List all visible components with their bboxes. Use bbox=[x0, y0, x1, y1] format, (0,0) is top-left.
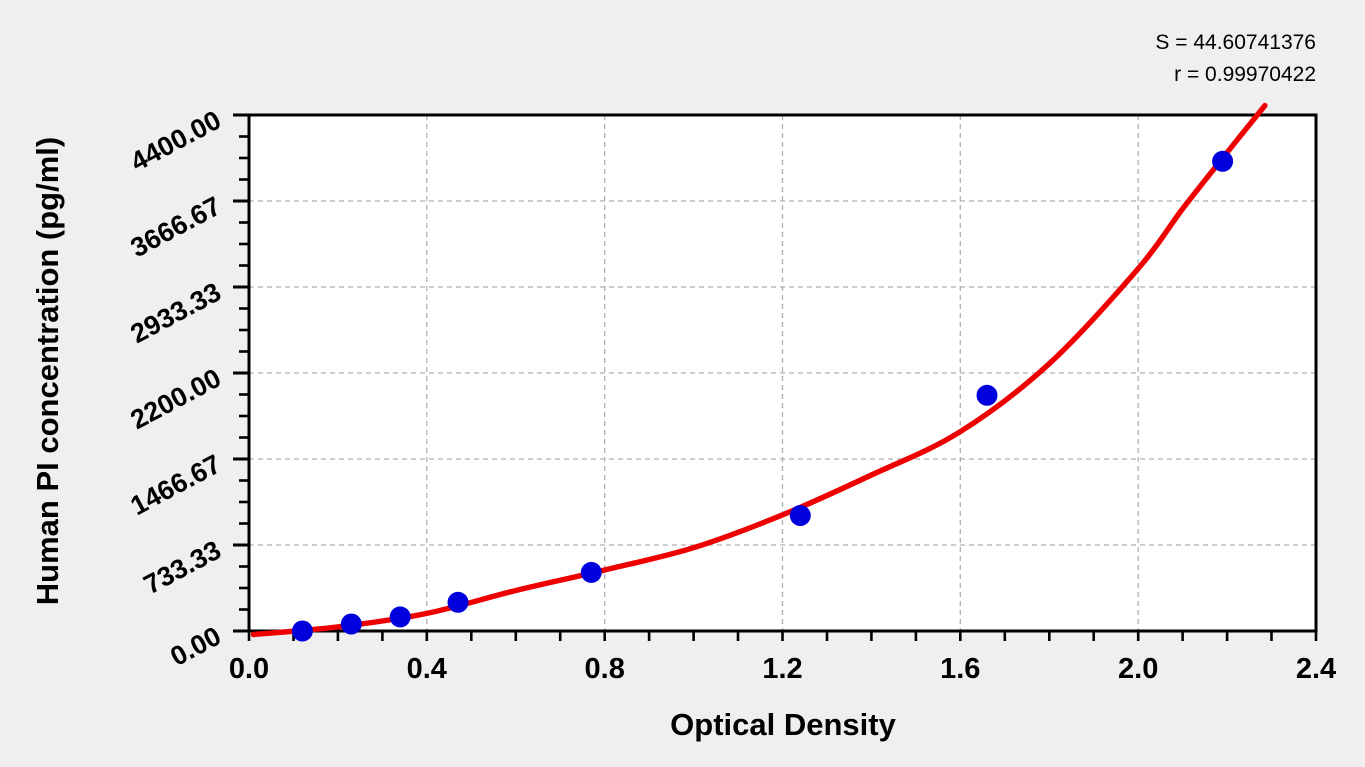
y-tick-label: 2200.00 bbox=[126, 363, 226, 435]
x-tick-label: 2.0 bbox=[1118, 653, 1158, 685]
data-point bbox=[580, 561, 602, 583]
data-point bbox=[389, 606, 411, 628]
y-tick-label: 4400.00 bbox=[126, 105, 226, 177]
y-tick-label: 0.00 bbox=[165, 621, 225, 672]
y-tick-label: 2933.33 bbox=[126, 277, 226, 349]
y-tick-label: 3666.67 bbox=[126, 191, 226, 263]
y-tick-label: 1466.67 bbox=[126, 449, 226, 521]
data-point bbox=[789, 505, 811, 526]
x-tick-label: 1.2 bbox=[762, 653, 802, 685]
y-tick-label: 733.33 bbox=[139, 535, 226, 600]
x-tick-label: 0.8 bbox=[585, 653, 625, 685]
data-point bbox=[976, 384, 998, 406]
x-tick-label: 0.4 bbox=[407, 653, 447, 685]
data-point bbox=[340, 613, 362, 635]
x-axis-title: Optical Density bbox=[670, 707, 896, 742]
x-tick-label: 1.6 bbox=[940, 653, 980, 685]
x-tick-label: 0.0 bbox=[229, 653, 269, 685]
data-point bbox=[1212, 150, 1234, 172]
fit-curve bbox=[250, 102, 1268, 638]
stat-r-value: r = 0.99970422 bbox=[1174, 63, 1316, 86]
data-point bbox=[447, 591, 469, 613]
x-tick-label: 2.4 bbox=[1296, 653, 1336, 685]
stat-s-value: S = 44.60741376 bbox=[1155, 31, 1316, 54]
data-point bbox=[291, 620, 313, 642]
fit-statistics: S = 44.60741376 r = 0.99970422 bbox=[1155, 27, 1316, 91]
